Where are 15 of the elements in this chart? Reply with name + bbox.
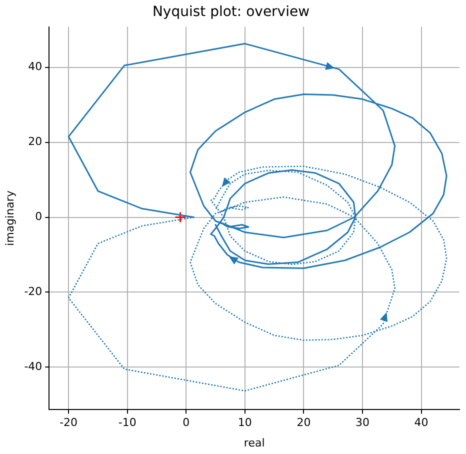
y-axis-title: imaginary <box>3 190 16 246</box>
y-tick-label: 40 <box>28 60 42 74</box>
x-tick-label: -10 <box>118 416 136 430</box>
x-tick-label: 10 <box>238 416 252 430</box>
y-tick-label: -20 <box>24 285 42 298</box>
x-tick-label: 40 <box>414 416 428 430</box>
y-tick-label: 0 <box>35 210 42 224</box>
x-tick-label: 20 <box>296 416 311 430</box>
y-tick-label: 20 <box>28 135 42 148</box>
chart-title: Nyquist plot: overview <box>152 4 310 20</box>
x-tick-label: 30 <box>356 416 370 430</box>
x-axis-title: real <box>244 436 265 450</box>
x-tick-label: -20 <box>60 416 78 430</box>
x-tick-label: 0 <box>182 416 190 430</box>
y-tick-label: -40 <box>24 360 42 374</box>
